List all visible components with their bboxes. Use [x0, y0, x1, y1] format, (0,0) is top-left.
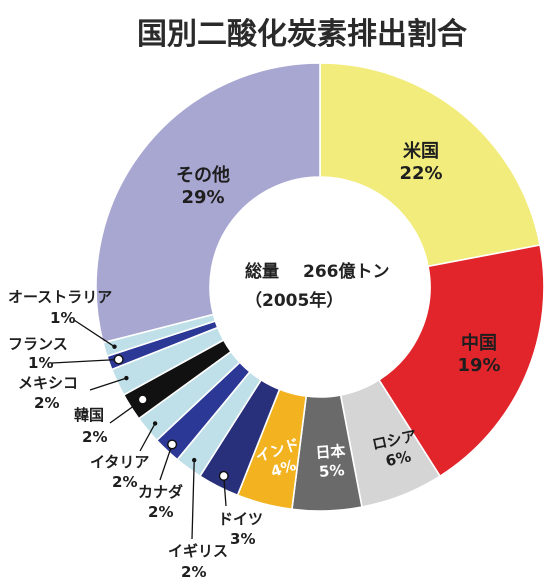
outside-label-value: 2% — [34, 394, 59, 412]
outside-label-11: メキシコ 2% — [18, 374, 78, 412]
slice-value-unit: % — [92, 428, 107, 446]
slice-label-value: 6% — [384, 447, 413, 470]
slice-value-number: 1 — [50, 309, 60, 327]
slice-label-value: 22% — [399, 163, 442, 184]
leader-line-12 — [51, 358, 119, 364]
chart-title: 国別二酸化炭素排出割合 — [137, 17, 467, 52]
outside-label-value: 1% — [50, 309, 75, 327]
slice-value-unit: % — [394, 447, 412, 468]
slice-label-name: その他 — [176, 164, 230, 186]
outside-label-value: 2% — [148, 503, 173, 521]
slice-value-unit: % — [38, 354, 53, 372]
outside-label-value: 3% — [230, 530, 255, 548]
slice-label-value: 19% — [457, 355, 500, 376]
outside-label-value: 2% — [112, 473, 137, 491]
year-label: （2005年） — [245, 290, 343, 311]
leader-dot — [137, 394, 148, 405]
outside-label-name: イギリス — [168, 542, 228, 560]
outside-label-name: フランス — [8, 335, 68, 353]
leader-dot — [152, 421, 158, 426]
slice-value-number: 2 — [34, 394, 44, 412]
outside-label-8: カナダ 2% — [138, 483, 183, 521]
outside-label-value: 2% — [181, 563, 206, 581]
leader-dot — [167, 439, 178, 450]
donut-slice-1 — [319, 62, 541, 268]
donut-slice-2 — [378, 244, 545, 477]
slice-label-4: 日本5% — [315, 442, 346, 481]
slice-label-value: 5% — [318, 461, 345, 481]
slice-label-name: 米国 — [403, 140, 439, 162]
slice-value-number: 19 — [457, 355, 482, 376]
slice-value-number: 2 — [181, 563, 191, 581]
total-value: 266億トン — [303, 261, 390, 282]
donut-slices — [95, 62, 545, 512]
outside-label-value: 2% — [82, 428, 107, 446]
leader-line-6 — [223, 475, 227, 507]
slice-value-unit: % — [44, 394, 59, 412]
leader-line-13 — [73, 319, 115, 348]
slice-value-unit: % — [207, 187, 225, 208]
leader-dot — [113, 354, 124, 365]
outside-label-name: オーストラリア — [8, 288, 112, 306]
leader-dot — [192, 457, 197, 463]
leader-dot — [218, 470, 229, 481]
slice-value-number: 22 — [399, 163, 424, 184]
outside-label-name: イタリア — [90, 453, 149, 471]
slice-value-number: 1 — [28, 354, 38, 372]
slice-label-name: 中国 — [461, 332, 497, 354]
slice-value-number: 3 — [230, 530, 240, 548]
outside-label-name: 韓国 — [74, 406, 104, 424]
slice-value-unit: % — [240, 530, 255, 548]
slice-value-unit: % — [60, 309, 75, 327]
total-label: 総量 — [245, 261, 279, 282]
slice-value-unit: % — [425, 163, 443, 184]
slice-value-unit: % — [483, 355, 501, 376]
slice-value-number: 2 — [82, 428, 92, 446]
outside-label-13: オーストラリア 1% — [8, 288, 112, 327]
donut-slice-14 — [95, 62, 321, 344]
leader-dot — [112, 344, 117, 349]
outside-label-name: ドイツ — [218, 510, 263, 528]
outside-label-10: 韓国 2% — [74, 406, 107, 446]
outside-label-name: カナダ — [138, 483, 183, 501]
slice-labels: 米国22%中国19%ロシア6%日本5%インド4%ドイツ3%イギリス2%カナダ2%… — [8, 140, 501, 581]
outside-label-name: メキシコ — [18, 374, 78, 392]
slice-value-number: 6 — [384, 450, 398, 470]
slice-value-unit: % — [191, 563, 206, 581]
slice-value-number: 2 — [112, 473, 122, 491]
slice-value-number: 5 — [318, 462, 330, 481]
outside-label-7: イギリス 2% — [168, 542, 228, 581]
leader-line-9 — [139, 423, 156, 452]
center-total-line: 総量 266億トン — [245, 261, 390, 282]
center-label: 総量 266億トン （2005年） — [245, 261, 390, 311]
leader-line-10 — [109, 398, 144, 424]
slice-label-name: 日本 — [315, 442, 346, 462]
slice-label-value: 4% — [269, 456, 299, 481]
outside-label-9: イタリア 2% — [90, 453, 149, 491]
slice-value-unit: % — [158, 503, 173, 521]
outside-label-value: 1% — [28, 354, 53, 372]
leader-dot — [124, 375, 129, 381]
slice-label-value: 29% — [181, 187, 224, 208]
leader-line-8 — [159, 444, 173, 481]
outside-label-6: ドイツ 3% — [218, 510, 263, 548]
slice-value-number: 29 — [181, 187, 206, 208]
leader-line-11 — [89, 377, 127, 391]
slice-value-number: 2 — [148, 503, 158, 521]
slice-value-unit: % — [122, 473, 137, 491]
slice-value-unit: % — [329, 461, 345, 480]
leader-line-7 — [191, 460, 195, 540]
year-label-text: （2005年） — [245, 290, 343, 311]
slice-value-unit: % — [278, 456, 298, 478]
leader-lines — [51, 319, 229, 540]
